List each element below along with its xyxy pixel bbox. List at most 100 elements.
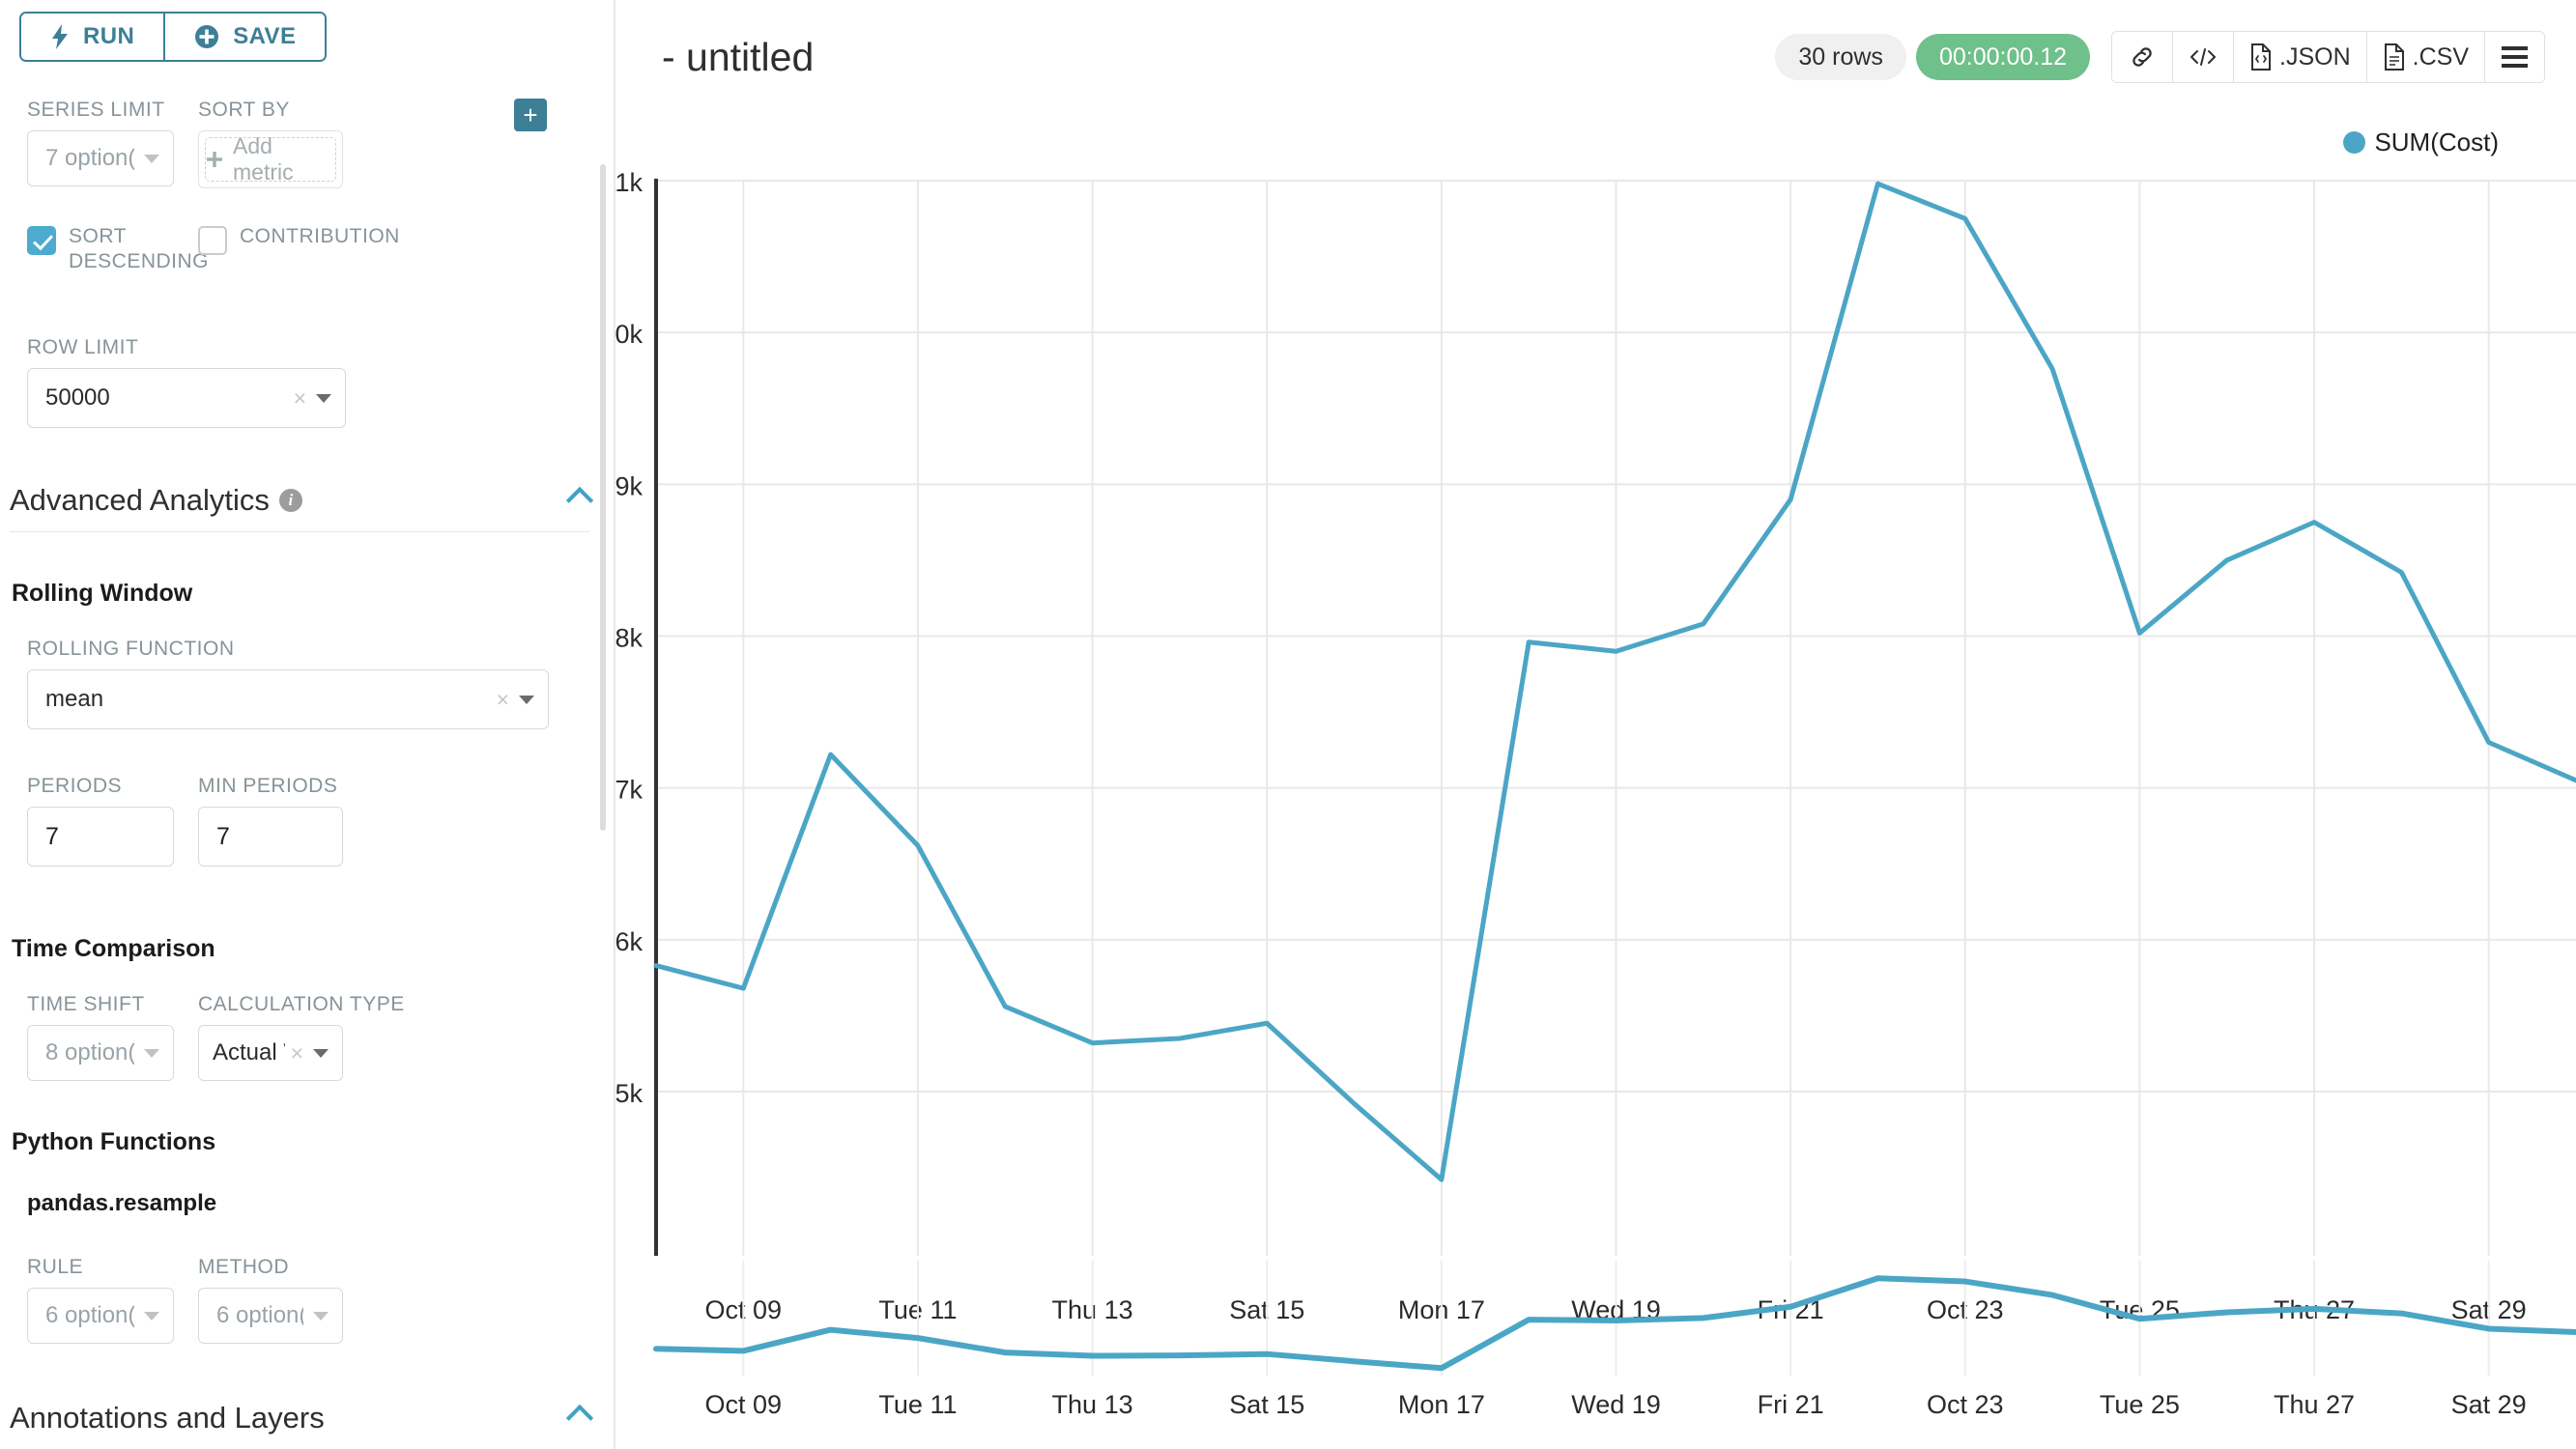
export-button-group: .JSON .CSV bbox=[2111, 31, 2545, 83]
chevron-down-icon bbox=[519, 695, 534, 704]
periods-row: PERIODS 7 MIN PERIODS 7 bbox=[27, 775, 343, 867]
rolling-function-field: ROLLING FUNCTION mean × bbox=[27, 638, 549, 729]
series-limit-select[interactable]: 7 option(s) bbox=[27, 130, 174, 186]
brush-x-axis-tick-label: Tue 25 bbox=[2100, 1390, 2180, 1419]
rule-value: 6 option(s) bbox=[45, 1302, 134, 1328]
calculation-type-label: CALCULATION TYPE bbox=[198, 993, 405, 1015]
timer-badge: 00:00:00.12 bbox=[1915, 34, 2091, 80]
calculation-type-field: CALCULATION TYPE Actual V... × bbox=[198, 993, 405, 1081]
brush-x-axis-tick-label: Mon 17 bbox=[1398, 1390, 1485, 1419]
time-shift-value: 8 option(s) bbox=[45, 1039, 134, 1065]
min-periods-value: 7 bbox=[216, 822, 230, 850]
rolling-function-value: mean bbox=[45, 686, 104, 712]
checkbox-row: SORT DESCENDING CONTRIBUTION bbox=[27, 224, 399, 275]
rolling-function-select[interactable]: mean × bbox=[27, 669, 549, 729]
add-metric-label: Add metric bbox=[233, 133, 294, 185]
download-csv-button[interactable]: .CSV bbox=[2365, 32, 2484, 82]
sidebar-scrollbar[interactable] bbox=[600, 164, 606, 831]
save-button[interactable]: SAVE bbox=[163, 14, 326, 60]
bolt-icon bbox=[50, 24, 70, 49]
line-chart-svg[interactable]: 5k 6k 7k 8k 9k 10k 11k Oct 09 Tue 11 Thu 13 Sat 15… bbox=[615, 114, 2576, 1449]
brush-x-axis-tick-label: Tue 11 bbox=[878, 1390, 957, 1419]
row-limit-field: ROW LIMIT 50000 × bbox=[27, 336, 346, 428]
file-csv-icon bbox=[2383, 43, 2406, 71]
time-comparison-title: Time Comparison bbox=[12, 935, 215, 962]
series-limit-label: SERIES LIMIT bbox=[27, 99, 165, 121]
chevron-up-icon[interactable] bbox=[565, 1404, 594, 1433]
sort-descending-label: SORT DESCENDING bbox=[69, 225, 210, 273]
brush-x-axis-tick-label: Thu 13 bbox=[1052, 1390, 1133, 1419]
embed-code-button[interactable] bbox=[2172, 32, 2234, 82]
hamburger-icon bbox=[2502, 46, 2528, 68]
calculation-type-select[interactable]: Actual V... × bbox=[198, 1025, 343, 1081]
time-shift-field: TIME SHIFT 8 option(s) bbox=[27, 993, 174, 1081]
chevron-down-icon bbox=[144, 1048, 159, 1058]
calculation-type-value: Actual V... bbox=[213, 1039, 285, 1065]
add-sort-metric-button[interactable]: + bbox=[514, 99, 547, 131]
resample-row: RULE 6 option(s) METHOD 6 option(s) bbox=[27, 1256, 343, 1344]
y-axis-tick-label: 5k bbox=[615, 1079, 643, 1108]
rolling-function-label: ROLLING FUNCTION bbox=[27, 638, 235, 660]
chart-legend: SUM(Cost) bbox=[2343, 128, 2499, 157]
save-button-label: SAVE bbox=[233, 23, 297, 49]
brush-x-axis-tick-label: Thu 27 bbox=[2274, 1390, 2355, 1419]
more-menu-button[interactable] bbox=[2484, 32, 2544, 82]
clear-icon[interactable]: × bbox=[293, 384, 306, 411]
sort-by-label: SORT BY bbox=[198, 99, 290, 121]
download-csv-label: .CSV bbox=[2412, 43, 2469, 71]
sort-descending-checkbox-row[interactable]: SORT DESCENDING bbox=[27, 224, 209, 275]
min-periods-input[interactable]: 7 bbox=[198, 807, 343, 867]
series-line-sum-cost[interactable] bbox=[653, 181, 2576, 1182]
min-periods-field: MIN PERIODS 7 bbox=[198, 775, 343, 867]
brush-x-axis-tick-label: Sat 29 bbox=[2451, 1390, 2527, 1419]
plus-icon bbox=[206, 151, 223, 168]
chart-plot-area[interactable]: 5k 6k 7k 8k 9k 10k 11k Oct 09 Tue 11 Thu 13 Sat 15… bbox=[615, 114, 2576, 1449]
brush-x-axis-tick-label: Fri 21 bbox=[1758, 1390, 1824, 1419]
chevron-up-icon[interactable] bbox=[565, 486, 594, 515]
series-sort-row: + SERIES LIMIT 7 option(s) SORT BY bbox=[27, 99, 568, 188]
control-panel-sidebar: RUN SAVE + SERIES LIMIT 7 option(s) bbox=[0, 0, 615, 1449]
rows-badge: 30 rows bbox=[1775, 34, 1906, 80]
file-json-icon bbox=[2249, 43, 2273, 71]
plus-circle-icon bbox=[194, 24, 219, 49]
clear-icon[interactable]: × bbox=[290, 1039, 303, 1065]
y-axis-tick-label: 9k bbox=[615, 471, 643, 500]
row-limit-select[interactable]: 50000 × bbox=[27, 368, 346, 428]
link-icon bbox=[2129, 43, 2156, 71]
periods-value: 7 bbox=[45, 822, 59, 850]
annotations-and-layers-header[interactable]: Annotations and Layers bbox=[10, 1401, 594, 1435]
share-link-button[interactable] bbox=[2112, 32, 2173, 82]
brush-series-line[interactable] bbox=[653, 1275, 2576, 1372]
series-limit-value: 7 option(s) bbox=[45, 145, 134, 171]
info-icon[interactable]: i bbox=[278, 489, 302, 512]
method-field: METHOD 6 option(s) bbox=[198, 1256, 343, 1344]
legend-color-swatch bbox=[2343, 131, 2366, 154]
chevron-down-icon bbox=[313, 1311, 329, 1321]
pandas-resample-label: pandas.resample bbox=[27, 1190, 217, 1216]
time-shift-label: TIME SHIFT bbox=[27, 993, 145, 1015]
clear-icon[interactable]: × bbox=[496, 686, 509, 712]
annotations-and-layers-title: Annotations and Layers bbox=[10, 1401, 325, 1435]
chart-header: - untitled 30 rows 00:00:00.12 bbox=[615, 0, 2576, 114]
sort-by-field: SORT BY Add metric bbox=[198, 99, 343, 188]
advanced-analytics-header[interactable]: Advanced Analytics i bbox=[10, 483, 594, 532]
row-limit-value: 50000 bbox=[45, 384, 110, 411]
periods-label: PERIODS bbox=[27, 775, 123, 797]
contribution-checkbox[interactable] bbox=[198, 226, 227, 255]
sort-descending-checkbox[interactable] bbox=[27, 226, 56, 255]
download-json-button[interactable]: .JSON bbox=[2233, 32, 2366, 82]
time-shift-select[interactable]: 8 option(s) bbox=[27, 1025, 174, 1081]
brush-x-axis-tick-label: Oct 23 bbox=[1927, 1390, 2004, 1419]
legend-label-sum-cost: SUM(Cost) bbox=[2374, 128, 2499, 156]
sort-by-dropzone[interactable]: Add metric bbox=[198, 130, 343, 188]
run-button[interactable]: RUN bbox=[21, 14, 164, 60]
method-select[interactable]: 6 option(s) bbox=[198, 1288, 343, 1344]
rolling-window-title: Rolling Window bbox=[12, 580, 193, 607]
code-icon bbox=[2189, 44, 2218, 70]
periods-input[interactable]: 7 bbox=[27, 807, 174, 867]
contribution-checkbox-row[interactable]: CONTRIBUTION bbox=[198, 224, 399, 275]
advanced-analytics-section: Advanced Analytics i bbox=[10, 483, 594, 532]
chevron-down-icon bbox=[144, 154, 159, 163]
add-metric-button[interactable]: Add metric bbox=[205, 133, 336, 185]
rule-select[interactable]: 6 option(s) bbox=[27, 1288, 174, 1344]
